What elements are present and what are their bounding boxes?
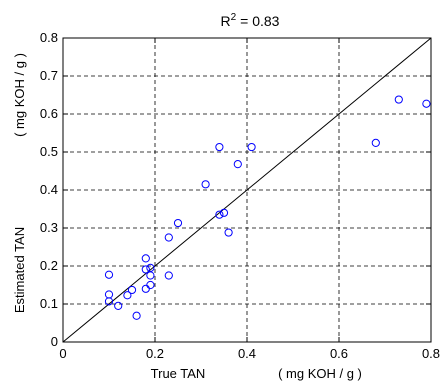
data-point (233, 160, 242, 169)
y-tick-label: 0.6 (40, 106, 58, 121)
ticks (62, 37, 432, 343)
data-point (146, 271, 155, 280)
data-point (394, 95, 403, 104)
data-point (123, 291, 132, 300)
x-axis-unit: ( mg KOH / g ) (278, 366, 362, 381)
title-superscript: 2 (231, 12, 237, 23)
y-axis-label: Estimated TAN (12, 227, 27, 313)
data-point (164, 233, 173, 242)
y-tick-label: 0.5 (40, 144, 58, 159)
data-point (132, 311, 141, 320)
x-axis-label: True TAN (151, 366, 206, 381)
x-tick-label: 0.4 (238, 346, 256, 361)
y-tick-label: 0.4 (40, 182, 58, 197)
title-value: = 0.83 (236, 13, 279, 29)
data-point (219, 208, 229, 217)
data-point (215, 210, 224, 219)
data-point (224, 228, 233, 237)
x-tick-label: 0.2 (146, 346, 164, 361)
y-tick-label: 0.8 (40, 30, 58, 45)
data-point (371, 138, 380, 147)
y-tick-label: 0.1 (40, 296, 58, 311)
y-tick-label: 0.7 (40, 68, 58, 83)
data-point (141, 265, 150, 274)
tick-labels: 0 0.2 0.4 0.6 0.8 0 0.1 0.2 0.3 0.4 0.5 0.6 0.7 0.8 (40, 30, 440, 361)
y-tick-label: 0.3 (40, 220, 58, 235)
data-point (141, 254, 150, 263)
data-point (104, 297, 114, 306)
data-point (104, 270, 114, 279)
data-point (127, 285, 137, 295)
data-point (141, 284, 150, 293)
x-tick-label: 0.8 (422, 346, 440, 361)
data-point (247, 142, 256, 152)
data-point (104, 290, 114, 299)
data-point (146, 280, 155, 290)
title-base: R (221, 13, 231, 29)
data-point (164, 271, 173, 280)
data-points (104, 95, 431, 320)
data-point (114, 301, 123, 310)
x-tick-label: 0 (59, 346, 66, 361)
data-point (422, 99, 431, 108)
x-tick-label: 0.6 (330, 346, 348, 361)
y-tick-label: 0 (51, 334, 58, 349)
data-point (201, 180, 210, 189)
y-tick-label: 0.2 (40, 258, 58, 273)
reference-line (62, 37, 432, 343)
data-point (173, 218, 183, 228)
chart-title: R2 = 0.83 (221, 12, 280, 29)
data-point (215, 142, 224, 152)
y-axis-unit: ( mg KOH / g ) (12, 53, 27, 137)
data-point (146, 263, 155, 272)
